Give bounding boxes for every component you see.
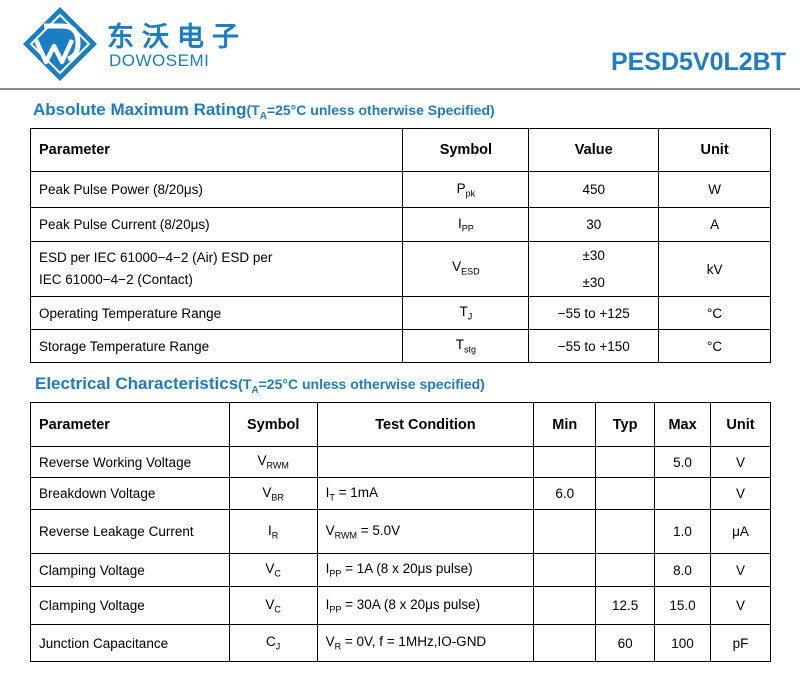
test-condition-cell: IPP = 1A (8 x 20μs pulse): [316, 553, 535, 587]
symbol-cell: VC: [228, 553, 318, 587]
parameter-cell: Junction Capacitance: [30, 624, 230, 662]
header: 东沃电子 DOWOSEMI PESD5V0L2BT: [0, 0, 800, 95]
max-cell: 1.0: [654, 509, 712, 554]
col-parameter-header: Parameter: [30, 402, 230, 447]
table-row: Breakdown Voltage VBR IT = 1mA 6.0 V: [30, 477, 771, 510]
col-test-condition-header: Test Condition: [316, 402, 535, 447]
ec-table: Parameter Symbol Test Condition Min Typ …: [30, 402, 771, 662]
test-condition-cell: VR = 0V, f = 1MHz,IO-GND: [316, 624, 535, 662]
max-cell: 5.0: [654, 446, 712, 478]
col-value-header: Value: [528, 128, 660, 172]
unit-cell: V: [710, 477, 771, 510]
parameter-cell: Clamping Voltage: [30, 586, 230, 625]
col-symbol-header: Symbol: [402, 128, 530, 172]
unit-cell: °C: [658, 296, 771, 330]
value-cell: −55 to +150: [528, 329, 660, 363]
unit-cell: °C: [658, 329, 771, 363]
symbol-cell: VESD: [402, 241, 530, 297]
ec-header-row: Parameter Symbol Test Condition Min Typ …: [30, 402, 771, 447]
symbol-cell: VRWM: [228, 446, 318, 478]
value-cell: 30: [528, 207, 660, 242]
unit-cell: pF: [710, 624, 771, 662]
brand-name-english: DOWOSEMI: [109, 51, 210, 70]
table-row: Peak Pulse Current (8/20μs) IPP 30 A: [29, 207, 771, 242]
test-condition-cell: IPP = 30A (8 x 20μs pulse): [316, 586, 535, 625]
table-row: Junction Capacitance CJ VR = 0V, f = 1MH…: [30, 624, 771, 662]
table-row: Storage Temperature Range Tstg −55 to +1…: [29, 329, 771, 363]
amr-header-row: Parameter Symbol Value Unit: [29, 128, 771, 172]
table-row: Peak Pulse Power (8/20μs) Ppk 450 W: [29, 171, 771, 208]
symbol-cell: CJ: [228, 624, 318, 662]
table-row: Reverse Working Voltage VRWM 5.0 V: [30, 446, 771, 478]
unit-cell: A: [658, 207, 771, 242]
parameter-cell: Clamping Voltage: [30, 553, 230, 587]
symbol-cell: Tstg: [402, 329, 530, 363]
amr-table: Parameter Symbol Value Unit Peak Pulse P…: [29, 128, 771, 363]
test-condition-cell: [316, 446, 535, 478]
min-cell: [533, 586, 597, 625]
symbol-cell: VC: [228, 586, 318, 625]
unit-cell: W: [658, 171, 771, 208]
part-number: PESD5V0L2BT: [610, 48, 786, 76]
test-condition-cell: IT = 1mA: [316, 477, 535, 510]
typ-cell: [595, 553, 656, 587]
unit-cell: V: [710, 586, 771, 625]
symbol-cell: VBR: [228, 477, 318, 510]
max-cell: [654, 477, 712, 510]
col-unit-header: Unit: [710, 402, 771, 447]
col-max-header: Max: [654, 402, 712, 447]
symbol-cell: TJ: [402, 296, 530, 330]
col-min-header: Min: [533, 402, 597, 447]
col-unit-header: Unit: [658, 128, 771, 172]
unit-cell: kV: [658, 241, 771, 297]
unit-cell: V: [710, 553, 771, 587]
ec-section-title: Electrical Characteristics(TA=25°C unles…: [35, 374, 485, 396]
table-row: Operating Temperature Range TJ −55 to +1…: [29, 296, 771, 330]
value-cell: ±30 ±30: [528, 241, 660, 297]
col-symbol-header: Symbol: [228, 402, 318, 447]
parameter-cell: Peak Pulse Power (8/20μs): [29, 171, 404, 208]
max-cell: 8.0: [654, 553, 712, 587]
min-cell: [533, 624, 597, 662]
test-condition-cell: VRWM = 5.0V: [316, 509, 535, 554]
dowosemi-logo-icon: [23, 7, 97, 81]
max-cell: 100: [654, 624, 712, 662]
col-parameter-header: Parameter: [29, 128, 404, 172]
min-cell: [533, 509, 597, 554]
col-typ-header: Typ: [595, 402, 656, 447]
typ-cell: 60: [595, 624, 656, 662]
symbol-cell: IR: [228, 509, 318, 554]
parameter-cell: ESD per IEC 61000−4−2 (Air) ESD per IEC 6…: [29, 241, 404, 297]
symbol-cell: Ppk: [402, 171, 530, 208]
max-cell: 15.0: [654, 586, 712, 625]
amr-section-title: Absolute Maximum Rating(TA=25°C unless o…: [33, 100, 495, 122]
unit-cell: V: [710, 446, 771, 478]
value-cell: 450: [528, 171, 660, 208]
typ-cell: 12.5: [595, 586, 656, 625]
value-cell: −55 to +125: [528, 296, 660, 330]
header-divider: [0, 88, 800, 90]
table-row: ESD per IEC 61000−4−2 (Air) ESD per IEC 6…: [29, 241, 771, 297]
table-row: Clamping Voltage VC IPP = 30A (8 x 20μs …: [30, 586, 771, 625]
parameter-cell: Reverse Working Voltage: [30, 446, 230, 478]
table-row: Clamping Voltage VC IPP = 1A (8 x 20μs p…: [30, 553, 771, 587]
min-cell: [533, 446, 597, 478]
brand-name-chinese: 东沃电子: [107, 22, 247, 53]
parameter-cell: Operating Temperature Range: [29, 296, 404, 330]
unit-cell: μA: [710, 509, 771, 554]
parameter-cell: Breakdown Voltage: [30, 477, 230, 510]
parameter-cell: Storage Temperature Range: [29, 329, 404, 363]
table-row: Reverse Leakage Current IR VRWM = 5.0V 1…: [30, 509, 771, 554]
typ-cell: [595, 509, 656, 554]
symbol-cell: IPP: [402, 207, 530, 242]
min-cell: [533, 553, 597, 587]
parameter-cell: Reverse Leakage Current: [30, 509, 230, 554]
typ-cell: [595, 446, 656, 478]
typ-cell: [595, 477, 656, 510]
parameter-cell: Peak Pulse Current (8/20μs): [29, 207, 404, 242]
min-cell: 6.0: [533, 477, 597, 510]
